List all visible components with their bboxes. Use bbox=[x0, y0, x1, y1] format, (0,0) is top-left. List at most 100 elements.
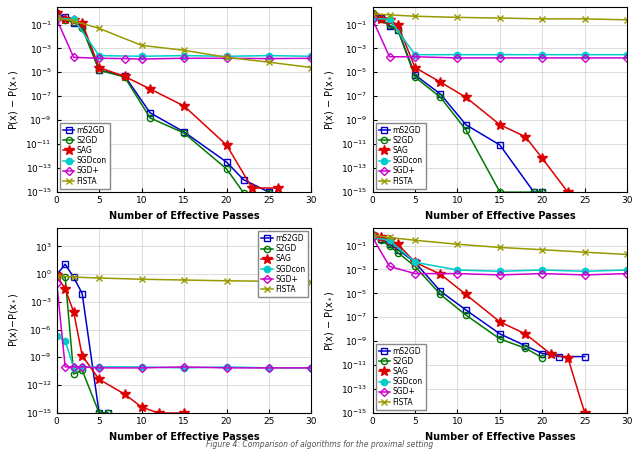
SGDcon bbox=[411, 52, 419, 57]
mS2GD bbox=[462, 307, 470, 313]
SGD+ bbox=[623, 55, 631, 61]
SGD+ bbox=[411, 54, 419, 59]
SGD+ bbox=[180, 56, 188, 61]
S2GD bbox=[95, 410, 103, 416]
SGDcon bbox=[454, 267, 461, 273]
FISTA bbox=[53, 15, 61, 21]
FISTA bbox=[623, 17, 631, 22]
mS2GD bbox=[377, 236, 385, 242]
S2GD bbox=[61, 18, 69, 23]
SAG bbox=[564, 189, 572, 195]
SAG bbox=[180, 103, 188, 109]
SAG bbox=[436, 79, 444, 85]
Legend: mS2GD, S2GD, SAG, SGDcon, SGD+, FISTA: mS2GD, S2GD, SAG, SGDcon, SGD+, FISTA bbox=[376, 123, 426, 189]
SAG bbox=[436, 272, 444, 277]
SGDcon bbox=[538, 52, 546, 57]
SGD+ bbox=[95, 365, 103, 370]
SAG bbox=[147, 86, 154, 92]
Line: mS2GD: mS2GD bbox=[54, 261, 111, 416]
FISTA bbox=[265, 278, 273, 284]
SAG bbox=[522, 134, 529, 139]
SGD+ bbox=[265, 365, 273, 370]
FISTA bbox=[70, 274, 77, 280]
mS2GD bbox=[496, 331, 504, 337]
SAG bbox=[138, 405, 145, 410]
SAG bbox=[70, 309, 77, 315]
SAG bbox=[121, 392, 129, 397]
S2GD bbox=[496, 189, 504, 195]
Line: SGDcon: SGDcon bbox=[54, 333, 315, 371]
Text: Figure 4: Comparison of algorithms for the proximal setting: Figure 4: Comparison of algorithms for t… bbox=[206, 440, 434, 449]
mS2GD bbox=[436, 91, 444, 97]
SAG bbox=[377, 16, 385, 21]
SAG bbox=[411, 65, 419, 70]
S2GD bbox=[121, 75, 129, 80]
Line: SGD+: SGD+ bbox=[370, 235, 630, 277]
mS2GD bbox=[121, 73, 129, 79]
SGD+ bbox=[138, 365, 145, 370]
Line: mS2GD: mS2GD bbox=[369, 231, 588, 360]
SGDcon bbox=[581, 52, 589, 57]
SAG bbox=[377, 235, 385, 240]
S2GD bbox=[78, 26, 86, 31]
mS2GD bbox=[386, 242, 394, 247]
X-axis label: Number of Effective Passes: Number of Effective Passes bbox=[424, 211, 575, 221]
SGDcon bbox=[308, 365, 316, 370]
SAG bbox=[564, 355, 572, 361]
SGD+ bbox=[411, 271, 419, 276]
S2GD bbox=[78, 367, 86, 373]
SAG bbox=[53, 10, 61, 16]
mS2GD bbox=[95, 410, 103, 416]
X-axis label: Number of Effective Passes: Number of Effective Passes bbox=[109, 211, 259, 221]
Line: SAG: SAG bbox=[52, 270, 189, 418]
S2GD bbox=[496, 336, 504, 342]
SGDcon bbox=[454, 52, 461, 57]
Line: SGDcon: SGDcon bbox=[369, 15, 630, 58]
SAG bbox=[496, 319, 504, 325]
Line: mS2GD: mS2GD bbox=[54, 12, 272, 195]
mS2GD bbox=[436, 289, 444, 294]
S2GD bbox=[394, 250, 402, 255]
SAG bbox=[53, 273, 61, 278]
Line: FISTA: FISTA bbox=[53, 273, 315, 286]
S2GD bbox=[386, 22, 394, 28]
Line: S2GD: S2GD bbox=[54, 10, 272, 196]
Line: FISTA: FISTA bbox=[53, 15, 315, 71]
FISTA bbox=[538, 16, 546, 22]
Line: SAG: SAG bbox=[52, 9, 282, 193]
mS2GD bbox=[95, 67, 103, 73]
S2GD bbox=[377, 17, 385, 22]
SAG bbox=[581, 410, 589, 416]
SGD+ bbox=[386, 54, 394, 59]
S2GD bbox=[53, 10, 61, 16]
Legend: mS2GD, S2GD, SAG, SGDcon, SGD+, FISTA: mS2GD, S2GD, SAG, SGDcon, SGD+, FISTA bbox=[259, 231, 308, 297]
Line: SGD+: SGD+ bbox=[54, 17, 314, 62]
SGDcon bbox=[61, 338, 69, 343]
FISTA bbox=[496, 15, 504, 21]
SGDcon bbox=[53, 15, 61, 21]
X-axis label: Number of Effective Passes: Number of Effective Passes bbox=[109, 432, 259, 442]
SAG bbox=[95, 65, 103, 70]
SGD+ bbox=[70, 55, 77, 60]
S2GD bbox=[436, 95, 444, 100]
S2GD bbox=[104, 410, 111, 416]
SGD+ bbox=[496, 55, 504, 61]
FISTA bbox=[265, 60, 273, 65]
Line: S2GD: S2GD bbox=[54, 272, 111, 416]
SGDcon bbox=[95, 53, 103, 58]
mS2GD bbox=[265, 189, 273, 195]
SGDcon bbox=[369, 16, 376, 21]
FISTA bbox=[496, 245, 504, 250]
mS2GD bbox=[386, 24, 394, 29]
S2GD bbox=[147, 115, 154, 121]
SGD+ bbox=[78, 364, 86, 370]
S2GD bbox=[53, 272, 61, 277]
mS2GD bbox=[496, 142, 504, 148]
mS2GD bbox=[53, 272, 61, 277]
SAG bbox=[462, 292, 470, 297]
SGD+ bbox=[223, 365, 230, 370]
SGDcon bbox=[581, 269, 589, 274]
SGD+ bbox=[538, 55, 546, 61]
SGD+ bbox=[223, 56, 230, 61]
FISTA bbox=[369, 11, 376, 17]
